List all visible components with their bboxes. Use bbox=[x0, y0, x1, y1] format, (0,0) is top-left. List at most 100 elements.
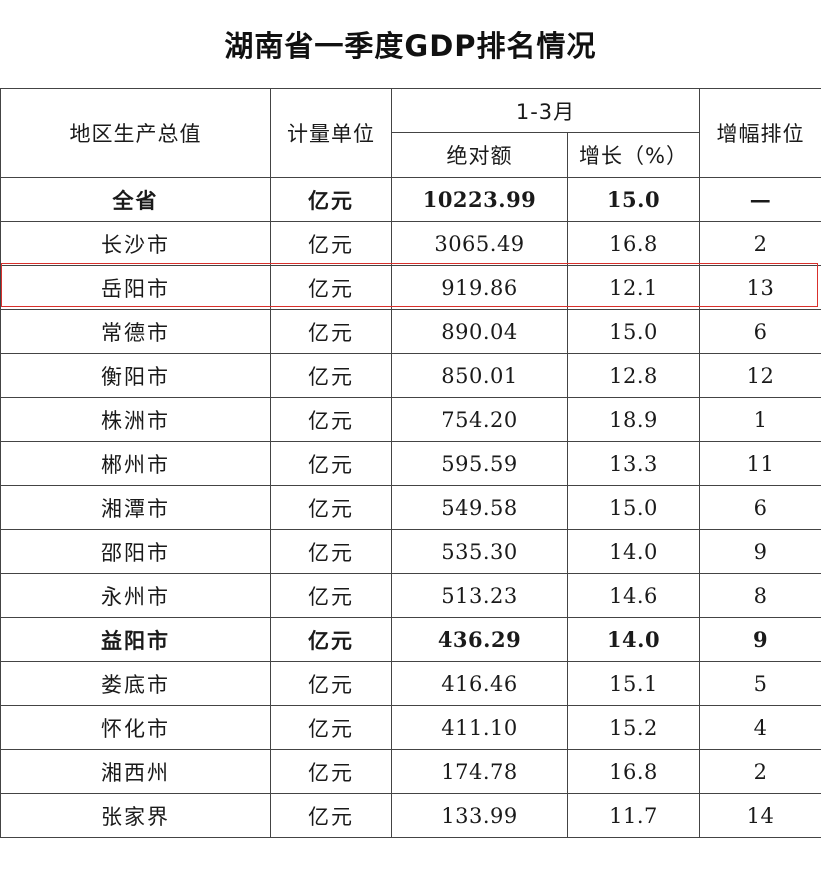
value-cell: 754.20 bbox=[391, 397, 568, 442]
value-cell: 890.04 bbox=[391, 309, 568, 354]
table-row: 衡阳市 亿元 850.01 12.8 12 bbox=[0, 353, 821, 398]
header-absolute: 绝对额 bbox=[391, 132, 568, 178]
page-title: 湖南省一季度GDP排名情况 bbox=[224, 29, 597, 63]
header-region: 地区生产总值 bbox=[0, 88, 271, 178]
table-row: 娄底市 亿元 416.46 15.1 5 bbox=[0, 661, 821, 706]
growth-cell: 15.1 bbox=[567, 661, 700, 706]
table-row: 张家界 亿元 133.99 11.7 14 bbox=[0, 793, 821, 838]
gdp-table: 地区生产总值 计量单位 1-3月 增幅排位 绝对额 增长（%） 全省 亿元 1022… bbox=[0, 88, 821, 838]
region-cell: 全省 bbox=[0, 177, 271, 222]
unit-cell: 亿元 bbox=[270, 397, 392, 442]
rank-cell: 9 bbox=[699, 617, 821, 662]
table-row: 全省 亿元 10223.99 15.0— bbox=[0, 177, 821, 222]
value-cell: 411.10 bbox=[391, 705, 568, 750]
rank-cell: 11 bbox=[699, 441, 821, 486]
table-row: 永州市 亿元 513.23 14.6 8 bbox=[0, 573, 821, 618]
value-cell: 436.29 bbox=[391, 617, 568, 662]
rank-cell: 6 bbox=[699, 309, 821, 354]
unit-cell: 亿元 bbox=[270, 441, 392, 486]
table-row: 怀化市 亿元 411.10 15.2 4 bbox=[0, 705, 821, 750]
header-unit: 计量单位 bbox=[270, 88, 392, 178]
growth-cell: 12.1 bbox=[567, 265, 700, 310]
value-cell: 513.23 bbox=[391, 573, 568, 618]
region-cell: 衡阳市 bbox=[0, 353, 271, 398]
table-row: 郴州市 亿元 595.59 13.3 11 bbox=[0, 441, 821, 486]
growth-cell: 15.2 bbox=[567, 705, 700, 750]
growth-cell: 15.0 bbox=[567, 309, 700, 354]
header-growth: 增长（%） bbox=[567, 132, 700, 178]
growth-cell: 16.8 bbox=[567, 749, 700, 794]
region-cell: 岳阳市 bbox=[0, 265, 271, 310]
table-row: 常德市 亿元 890.04 15.0 6 bbox=[0, 309, 821, 354]
unit-cell: 亿元 bbox=[270, 353, 392, 398]
growth-cell: 14.0 bbox=[567, 617, 700, 662]
growth-cell: 18.9 bbox=[567, 397, 700, 442]
unit-cell: 亿元 bbox=[270, 485, 392, 530]
rank-cell: 12 bbox=[699, 353, 821, 398]
value-cell: 174.78 bbox=[391, 749, 568, 794]
region-cell: 益阳市 bbox=[0, 617, 271, 662]
unit-cell: 亿元 bbox=[270, 529, 392, 574]
region-cell: 怀化市 bbox=[0, 705, 271, 750]
region-cell: 娄底市 bbox=[0, 661, 271, 706]
header-rank: 增幅排位 bbox=[699, 88, 821, 178]
rank-cell: 8 bbox=[699, 573, 821, 618]
table-row: 长沙市 亿元 3065.49 16.8 2 bbox=[0, 221, 821, 266]
unit-cell: 亿元 bbox=[270, 661, 392, 706]
value-cell: 549.58 bbox=[391, 485, 568, 530]
unit-cell: 亿元 bbox=[270, 309, 392, 354]
region-cell: 长沙市 bbox=[0, 221, 271, 266]
growth-cell: 13.3 bbox=[567, 441, 700, 486]
value-cell: 850.01 bbox=[391, 353, 568, 398]
rank-cell: 2 bbox=[699, 221, 821, 266]
rank-cell: 13 bbox=[699, 265, 821, 310]
header-period: 1-3月 bbox=[391, 88, 700, 133]
value-cell: 133.99 bbox=[391, 793, 568, 838]
unit-cell: 亿元 bbox=[270, 177, 392, 222]
region-cell: 湘西州 bbox=[0, 749, 271, 794]
value-cell: 919.86 bbox=[391, 265, 568, 310]
unit-cell: 亿元 bbox=[270, 793, 392, 838]
rank-cell: 2 bbox=[699, 749, 821, 794]
unit-cell: 亿元 bbox=[270, 705, 392, 750]
table-row: 湘潭市 亿元 549.58 15.0 6 bbox=[0, 485, 821, 530]
table-body: 全省 亿元 10223.99 15.0— 长沙市 亿元 3065.49 16.8 2 岳阳市 亿元 9… bbox=[0, 177, 821, 838]
region-cell: 湘潭市 bbox=[0, 485, 271, 530]
table-row: 邵阳市 亿元 535.30 14.0 9 bbox=[0, 529, 821, 574]
unit-cell: 亿元 bbox=[270, 265, 392, 310]
value-cell: 10223.99 bbox=[391, 177, 568, 222]
growth-cell: 14.0 bbox=[567, 529, 700, 574]
value-cell: 595.59 bbox=[391, 441, 568, 486]
rank-cell: 5 bbox=[699, 661, 821, 706]
table-row: 岳阳市 亿元 919.86 12.1 13 bbox=[0, 265, 821, 310]
growth-cell: 12.8 bbox=[567, 353, 700, 398]
region-cell: 株洲市 bbox=[0, 397, 271, 442]
unit-cell: 亿元 bbox=[270, 749, 392, 794]
rank-cell: 6 bbox=[699, 485, 821, 530]
region-cell: 郴州市 bbox=[0, 441, 271, 486]
region-cell: 永州市 bbox=[0, 573, 271, 618]
unit-cell: 亿元 bbox=[270, 617, 392, 662]
rank-cell: 9 bbox=[699, 529, 821, 574]
region-cell: 张家界 bbox=[0, 793, 271, 838]
region-cell: 常德市 bbox=[0, 309, 271, 354]
value-cell: 535.30 bbox=[391, 529, 568, 574]
table-row: 湘西州 亿元 174.78 16.8 2 bbox=[0, 749, 821, 794]
unit-cell: 亿元 bbox=[270, 221, 392, 266]
growth-cell: 16.8 bbox=[567, 221, 700, 266]
rank-cell: 1 bbox=[699, 397, 821, 442]
rank-cell: 14 bbox=[699, 793, 821, 838]
growth-cell: 15.0 bbox=[567, 485, 700, 530]
growth-cell: 14.6 bbox=[567, 573, 700, 618]
growth-cell: 11.7 bbox=[567, 793, 700, 838]
rank-cell: 4 bbox=[699, 705, 821, 750]
value-cell: 416.46 bbox=[391, 661, 568, 706]
table-row: 株洲市 亿元 754.20 18.9 1 bbox=[0, 397, 821, 442]
unit-cell: 亿元 bbox=[270, 573, 392, 618]
table-row: 益阳市 亿元 436.29 14.0 9 bbox=[0, 617, 821, 662]
rank-cell: — bbox=[699, 177, 821, 222]
region-cell: 邵阳市 bbox=[0, 529, 271, 574]
value-cell: 3065.49 bbox=[391, 221, 568, 266]
growth-cell: 15.0 bbox=[567, 177, 700, 222]
